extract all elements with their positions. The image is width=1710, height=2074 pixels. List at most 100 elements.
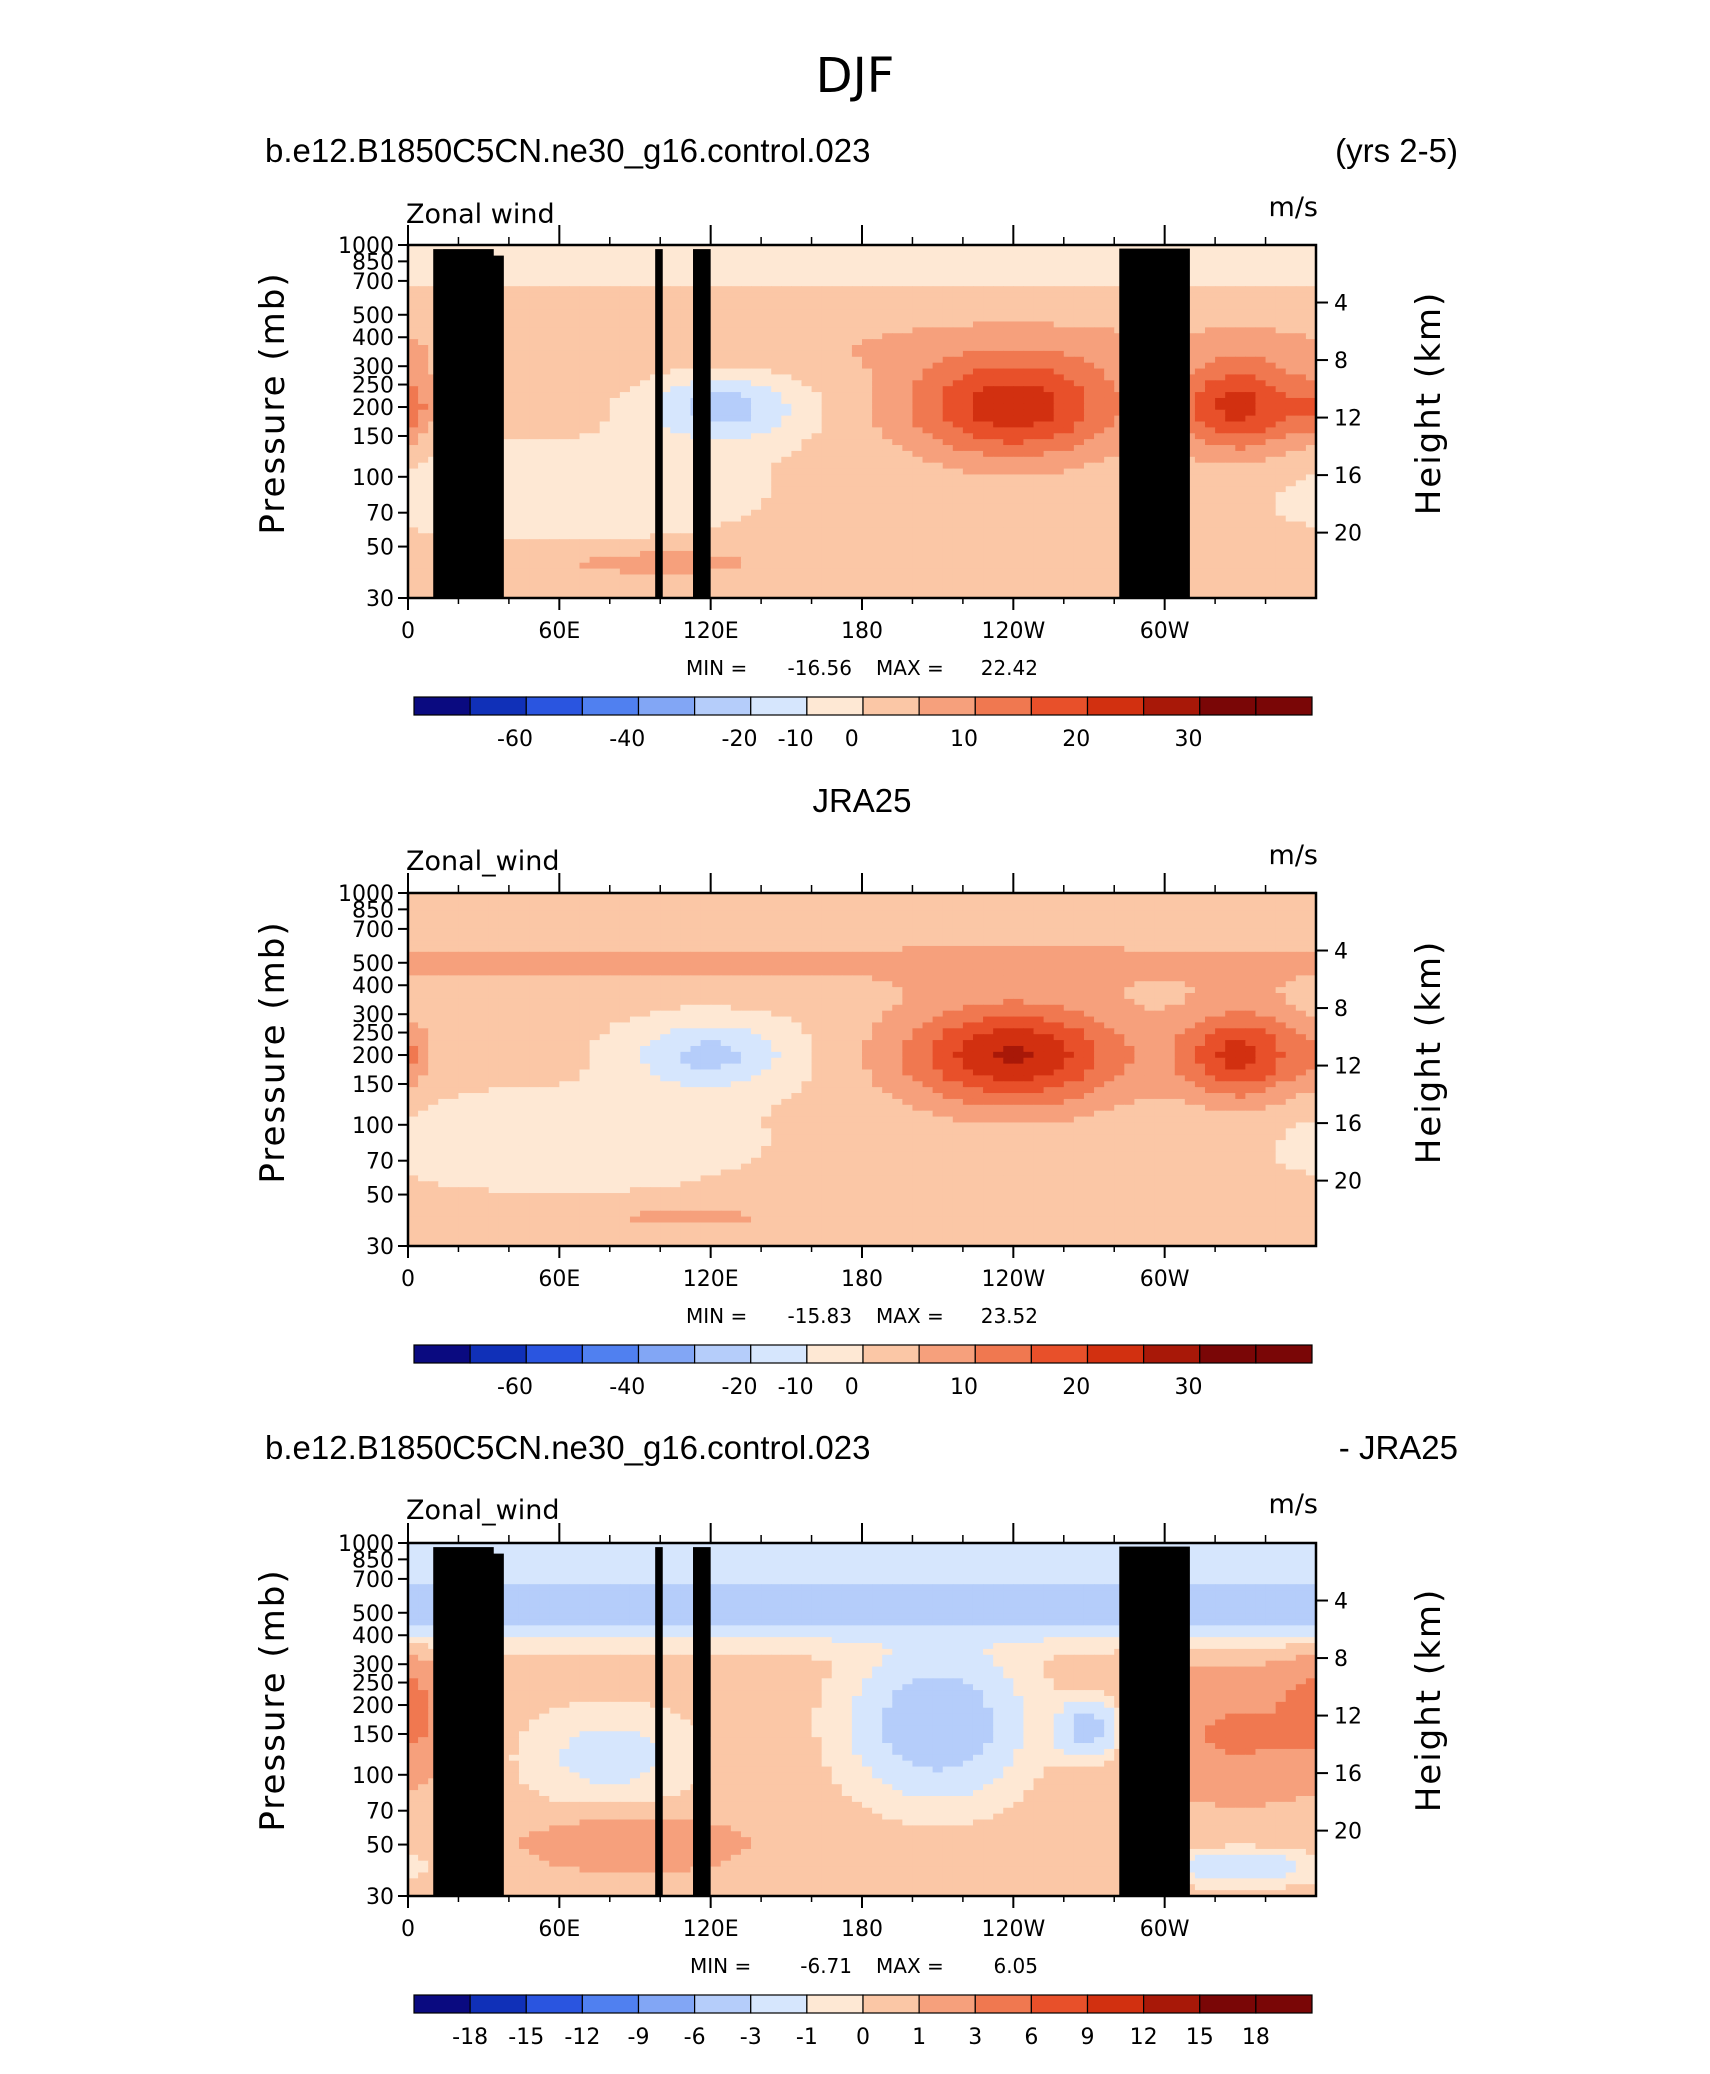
field-cell <box>498 397 510 405</box>
field-cell <box>539 456 550 464</box>
field-cell <box>1094 321 1105 328</box>
field-cell <box>539 503 550 511</box>
field-cell <box>1033 327 1045 334</box>
field-cell <box>791 515 803 523</box>
field-cell <box>730 497 742 505</box>
field-cell <box>1205 274 1216 281</box>
field-cell <box>841 480 853 487</box>
field-cell <box>1013 456 1025 464</box>
field-cell <box>1215 368 1226 376</box>
field-cell <box>902 345 914 352</box>
field-cell <box>1265 392 1277 399</box>
field-cell <box>872 362 883 370</box>
field-cell <box>629 250 641 258</box>
field-cell <box>751 486 762 493</box>
field-cell <box>670 386 681 393</box>
field-cell <box>862 286 873 293</box>
field-cell <box>498 345 510 352</box>
field-cell <box>609 527 621 534</box>
field-cell <box>599 303 611 311</box>
field-cell <box>1013 392 1025 399</box>
field-cell <box>508 356 520 364</box>
field-cell <box>841 345 853 352</box>
field-cell <box>1255 386 1267 393</box>
field-cell <box>1013 509 1025 517</box>
field-cell <box>680 509 692 517</box>
field-cell <box>1033 280 1045 287</box>
field-cell <box>730 556 742 564</box>
field-cell <box>1094 515 1105 523</box>
field-cell <box>609 533 621 540</box>
field-cell <box>1063 533 1075 540</box>
field-cell <box>801 486 813 493</box>
field-cell <box>599 439 611 446</box>
field-cell <box>811 515 823 523</box>
field-cell <box>1235 533 1246 540</box>
field-cell <box>1184 350 1196 358</box>
field-cell <box>1063 315 1075 323</box>
field-cell <box>660 286 671 293</box>
field-cell <box>1305 274 1316 281</box>
field-cell <box>559 545 571 552</box>
field-cell <box>1194 439 1206 446</box>
field-cell <box>1013 286 1025 293</box>
field-cell <box>579 433 591 440</box>
field-cell <box>529 380 540 387</box>
field-cell <box>1003 292 1014 299</box>
field-cell <box>408 374 419 381</box>
field-cell <box>993 286 1004 293</box>
field-cell <box>1184 456 1196 464</box>
field-cell <box>518 545 530 552</box>
field-cell <box>1013 303 1025 311</box>
field-cell <box>508 492 520 499</box>
field-cell <box>1285 380 1297 387</box>
field-cell <box>801 292 813 299</box>
field-cell <box>1043 274 1055 281</box>
field-cell <box>872 309 883 317</box>
field-cell <box>1235 521 1246 528</box>
field-cell <box>599 321 611 328</box>
field-cell <box>1275 480 1287 487</box>
field-cell <box>892 468 903 476</box>
field-cell <box>498 474 510 481</box>
field-cell <box>1063 374 1075 381</box>
field-cell <box>559 474 571 481</box>
field-cell <box>1184 333 1196 340</box>
field-cell <box>408 303 419 311</box>
field-cell <box>579 303 591 311</box>
field-cell <box>1245 386 1257 393</box>
field-cell <box>791 274 803 281</box>
field-cell <box>408 250 419 258</box>
field-cell <box>1053 327 1065 334</box>
field-cell <box>791 262 803 270</box>
field-cell <box>781 503 792 511</box>
field-cell <box>529 392 540 399</box>
field-cell <box>1043 368 1055 376</box>
field-cell <box>932 280 944 287</box>
field-cell <box>983 262 994 270</box>
field-cell <box>932 456 944 464</box>
field-cell <box>841 521 853 528</box>
field-cell <box>740 562 752 570</box>
field-cell <box>579 362 591 370</box>
field-cell <box>1265 409 1277 417</box>
field-cell <box>1215 456 1226 464</box>
field-cell <box>619 250 631 258</box>
field-cell <box>902 339 914 346</box>
field-cell <box>821 321 833 328</box>
field-cell <box>508 309 520 317</box>
field-cell <box>993 474 1004 481</box>
field-cell <box>549 562 560 570</box>
field-cell <box>720 497 732 505</box>
field-cell <box>751 539 762 546</box>
field-cell <box>993 450 1004 458</box>
field-cell <box>710 409 722 417</box>
field-cell <box>619 539 631 546</box>
field-cell <box>972 468 984 476</box>
field-cell <box>1104 456 1115 464</box>
field-cell <box>781 374 792 381</box>
field-cell <box>599 521 611 528</box>
field-cell <box>579 515 591 523</box>
field-cell <box>498 468 510 476</box>
field-cell <box>811 245 823 252</box>
